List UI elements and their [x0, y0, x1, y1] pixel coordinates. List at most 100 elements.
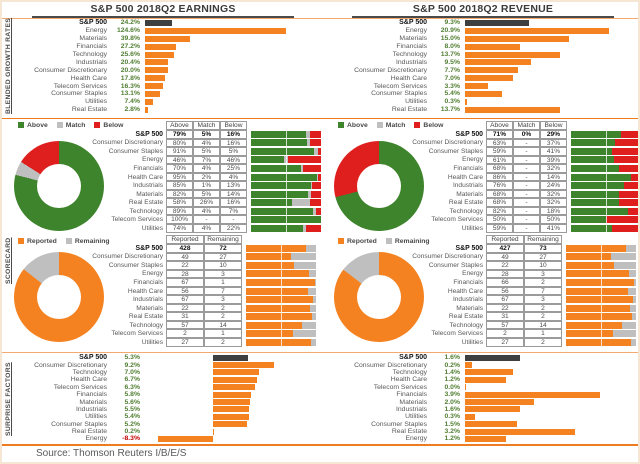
growth-value: 124.6% [116, 27, 140, 35]
reported-cell: 2 [524, 303, 562, 313]
value-bar [465, 399, 534, 406]
reported-cell: 10 [204, 261, 242, 270]
beat-stacked-bar [571, 173, 638, 181]
beat-cell: 4% [193, 224, 220, 233]
reported-stacked-bar [566, 244, 636, 252]
revenue-title: S&P 500 2018Q2 REVENUE [352, 3, 614, 18]
stack-segment [615, 139, 638, 147]
bar-track [465, 43, 638, 50]
beat-cell: 41% [540, 147, 567, 156]
sector-label: Utilities [85, 98, 107, 106]
reported-cell: 10 [524, 261, 562, 270]
stack-segment [306, 130, 310, 138]
below-swatch [414, 122, 421, 128]
stack-segment [612, 147, 638, 155]
stack-segment [313, 207, 317, 215]
bar-row: Energy 1.2% [322, 435, 638, 442]
stack-segment [251, 182, 312, 190]
growth-value: 9.5% [444, 58, 461, 66]
reported-cell: 22 [486, 261, 524, 270]
reported-stacked-bar [566, 330, 636, 338]
sector-label: Financials [76, 43, 107, 51]
value-bar [465, 391, 600, 398]
value-bar [465, 362, 472, 369]
reported-stacked-bar [566, 287, 636, 295]
bar-row: Telecom Services 3.3% [322, 82, 638, 90]
beat-cell: 95% [166, 172, 193, 182]
surprise-value: 3.9% [444, 391, 461, 399]
bar-track [145, 406, 320, 413]
beat-cell: - [513, 138, 540, 148]
bar-track [145, 27, 320, 34]
sector-label: Real Estate [391, 428, 427, 436]
reported-fill [566, 261, 615, 269]
stack-segment [571, 182, 625, 190]
stack-segment [300, 164, 304, 172]
sector-label: Materials [79, 35, 107, 43]
bar-row: Health Care 1.2% [322, 376, 638, 383]
stack-segment [305, 224, 321, 232]
beat-cell: - [513, 181, 540, 190]
reported-cell: 28 [166, 269, 204, 279]
sector-label: Energy [85, 435, 107, 443]
stack-segment [251, 224, 303, 232]
stack-segment [571, 130, 621, 138]
value-bar [465, 83, 488, 90]
sector-label: Materials [399, 35, 427, 43]
reported-cell: 22 [486, 303, 524, 313]
reported-stacked-bar [246, 244, 316, 252]
reported-cell: 2 [204, 338, 242, 347]
reported-swatch [338, 238, 344, 244]
stack-segment [631, 173, 638, 181]
sector-label: Materials [456, 304, 483, 312]
column-header: Above [166, 121, 193, 130]
growth-value: 20.9% [440, 27, 460, 35]
stack-segment [618, 199, 638, 207]
legend-below-label: Below [103, 122, 124, 129]
bar-row: Consumer Staples 1.5% [322, 421, 638, 428]
sector-label: Financials [76, 391, 107, 399]
reported-row: Consumer Discretionary 49 27 [322, 252, 638, 262]
growth-value: 7.0% [444, 74, 461, 82]
beat-cell: 46% [220, 155, 247, 165]
stack-segment [251, 207, 314, 215]
surprise-value: 0.0% [444, 383, 461, 391]
beat-row: Utilities 74% 4% 22% [2, 224, 322, 233]
beat-cell: 100% [166, 215, 193, 225]
sector-label: Consumer Discretionary [412, 139, 483, 147]
beat-cell: 24% [540, 181, 567, 190]
stack-segment [309, 130, 321, 138]
bar-track [465, 19, 638, 26]
stack-segment [251, 156, 284, 164]
legend-below: Below [94, 122, 123, 129]
value-bar [145, 19, 173, 26]
beat-cell: - [513, 224, 540, 233]
reported-cell: 27 [166, 338, 204, 347]
stack-segment [571, 173, 632, 181]
value-bar [213, 406, 250, 413]
reported-legend: Reported Remaining [338, 238, 430, 245]
legend-above-label: Above [347, 122, 368, 129]
reported-row: Energy 28 3 [2, 269, 322, 279]
bar-track [145, 75, 320, 82]
reported-cell: 28 [486, 269, 524, 279]
match-swatch [376, 122, 383, 128]
remaining-swatch [385, 238, 392, 244]
bar-track [145, 59, 320, 66]
reported-stacked-bar [246, 287, 316, 295]
reported-legend: Reported Remaining [18, 238, 110, 245]
reported-row: Materials 22 2 [322, 303, 638, 313]
bar-track [465, 362, 638, 369]
sector-label: Utilities [85, 413, 107, 421]
reported-fill [566, 296, 633, 304]
bar-track [465, 376, 638, 383]
beat-cell: 80% [166, 138, 193, 148]
sector-label: Real Estate [448, 313, 483, 321]
legend-above-label: Above [27, 122, 48, 129]
revenue-beat-donut-chart [334, 141, 424, 231]
reported-stacked-bar [566, 278, 636, 286]
sector-label: Consumer Discretionary [34, 66, 107, 74]
beat-row: Health Care 86% -14% [322, 172, 638, 182]
sector-label: Health Care [70, 74, 107, 82]
surprise-value: 3.2% [444, 428, 461, 436]
